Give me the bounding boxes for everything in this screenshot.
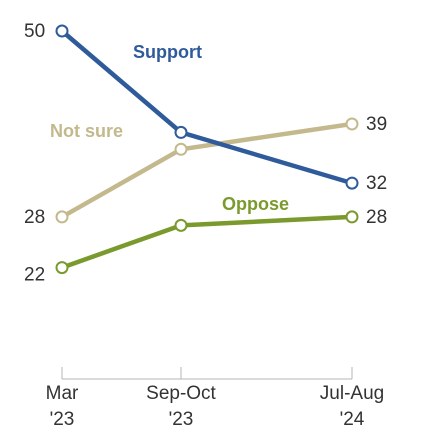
data-label-not-sure-0: 28 (24, 207, 45, 228)
point-not-sure-1 (174, 142, 188, 156)
data-label-not-sure-2: 39 (366, 114, 387, 135)
series-oppose: 22 28 Oppose (24, 194, 387, 286)
data-label-support-2: 32 (366, 173, 387, 194)
series-label-support: Support (133, 42, 202, 62)
point-oppose-0 (55, 261, 69, 275)
series-label-not-sure: Not sure (50, 121, 123, 141)
line-oppose (59, 214, 355, 270)
x-tick-label-0-0: Mar (46, 383, 79, 404)
point-not-sure-2 (345, 117, 359, 131)
point-oppose-2 (345, 210, 359, 224)
point-oppose-1 (174, 218, 188, 232)
point-support-0 (55, 24, 69, 38)
point-not-sure-0 (55, 210, 69, 224)
series-layer: 28 39 Not sure 50 32 Support 22 28 Oppose (24, 21, 387, 286)
x-axis: Mar '23 Sep-Oct '23 Jul-Aug '24 (46, 367, 384, 430)
point-support-1 (174, 125, 188, 139)
series-not-sure: 28 39 Not sure (24, 114, 387, 228)
data-label-oppose-0: 22 (24, 265, 45, 286)
x-tick-label-2-0: Jul-Aug (320, 383, 384, 404)
series-support: 50 32 Support (24, 21, 387, 194)
x-tick-label-1-0: Sep-Oct (146, 383, 216, 404)
data-label-oppose-2: 28 (366, 207, 387, 228)
point-support-2 (345, 176, 359, 190)
series-label-oppose: Oppose (222, 194, 289, 214)
data-label-support-0: 50 (24, 21, 45, 42)
line-support (59, 28, 355, 186)
x-tick-label-0-1: '23 (50, 409, 75, 430)
x-tick-label-2-1: '24 (340, 409, 365, 430)
x-tick-label-1-1: '23 (169, 409, 194, 430)
